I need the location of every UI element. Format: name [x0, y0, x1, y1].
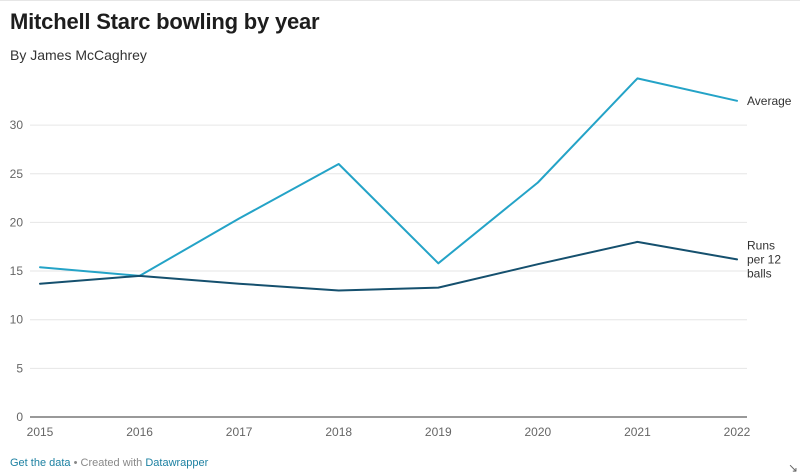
y-tick-label-20: 20	[10, 215, 24, 229]
y-tick-label-0: 0	[16, 410, 23, 424]
y-tick-label-30: 30	[10, 118, 24, 132]
x-tick-label-2018: 2018	[325, 425, 352, 439]
series-label-line: per 12	[747, 252, 781, 266]
x-tick-label-2022: 2022	[724, 425, 751, 439]
y-tick-label-15: 15	[10, 264, 24, 278]
y-tick-label-25: 25	[10, 167, 24, 181]
x-tick-label-2019: 2019	[425, 425, 452, 439]
series-line-average	[39, 77, 738, 277]
series-end-labels: Average Runs per 12 balls	[747, 94, 792, 281]
x-axis-tick-labels: 2015 2016 2017 2018 2019 2020 2021 2022	[27, 425, 751, 439]
y-axis-tick-labels: 0 5 10 15 20 25 30	[10, 118, 24, 424]
gridlines	[30, 124, 747, 369]
series-label-line: Runs	[747, 238, 775, 252]
x-tick-label-2017: 2017	[226, 425, 253, 439]
series-label-average: Average	[747, 94, 792, 108]
y-tick-label-5: 5	[16, 361, 23, 375]
get-data-link[interactable]: Get the data	[10, 457, 71, 469]
datawrapper-link[interactable]: Datawrapper	[145, 457, 209, 469]
x-tick-label-2015: 2015	[27, 425, 54, 439]
x-tick-label-2021: 2021	[624, 425, 651, 439]
footer: Get the data • Created with Datawrapper	[10, 457, 208, 469]
series-label-runs: Runs per 12 balls	[747, 238, 781, 280]
x-tick-label-2016: 2016	[126, 425, 153, 439]
top-divider	[0, 0, 800, 1]
series-label-line: balls	[747, 266, 772, 280]
chart-title: Mitchell Starc bowling by year	[10, 9, 320, 34]
footer-credit-text: • Created with	[70, 457, 146, 469]
series-line-runs	[39, 240, 738, 292]
x-tick-label-2020: 2020	[525, 425, 552, 439]
resize-icon[interactable]: ↘	[787, 461, 798, 475]
chart-byline: By James McCaghrey	[10, 47, 147, 63]
y-tick-label-10: 10	[10, 313, 24, 327]
line-chart: 0 5 10 15 20 25 30 2015 2016 2017 2018 2019 2020 202…	[10, 77, 792, 439]
series-label-line: Average	[747, 94, 792, 108]
series-lines	[39, 77, 738, 292]
